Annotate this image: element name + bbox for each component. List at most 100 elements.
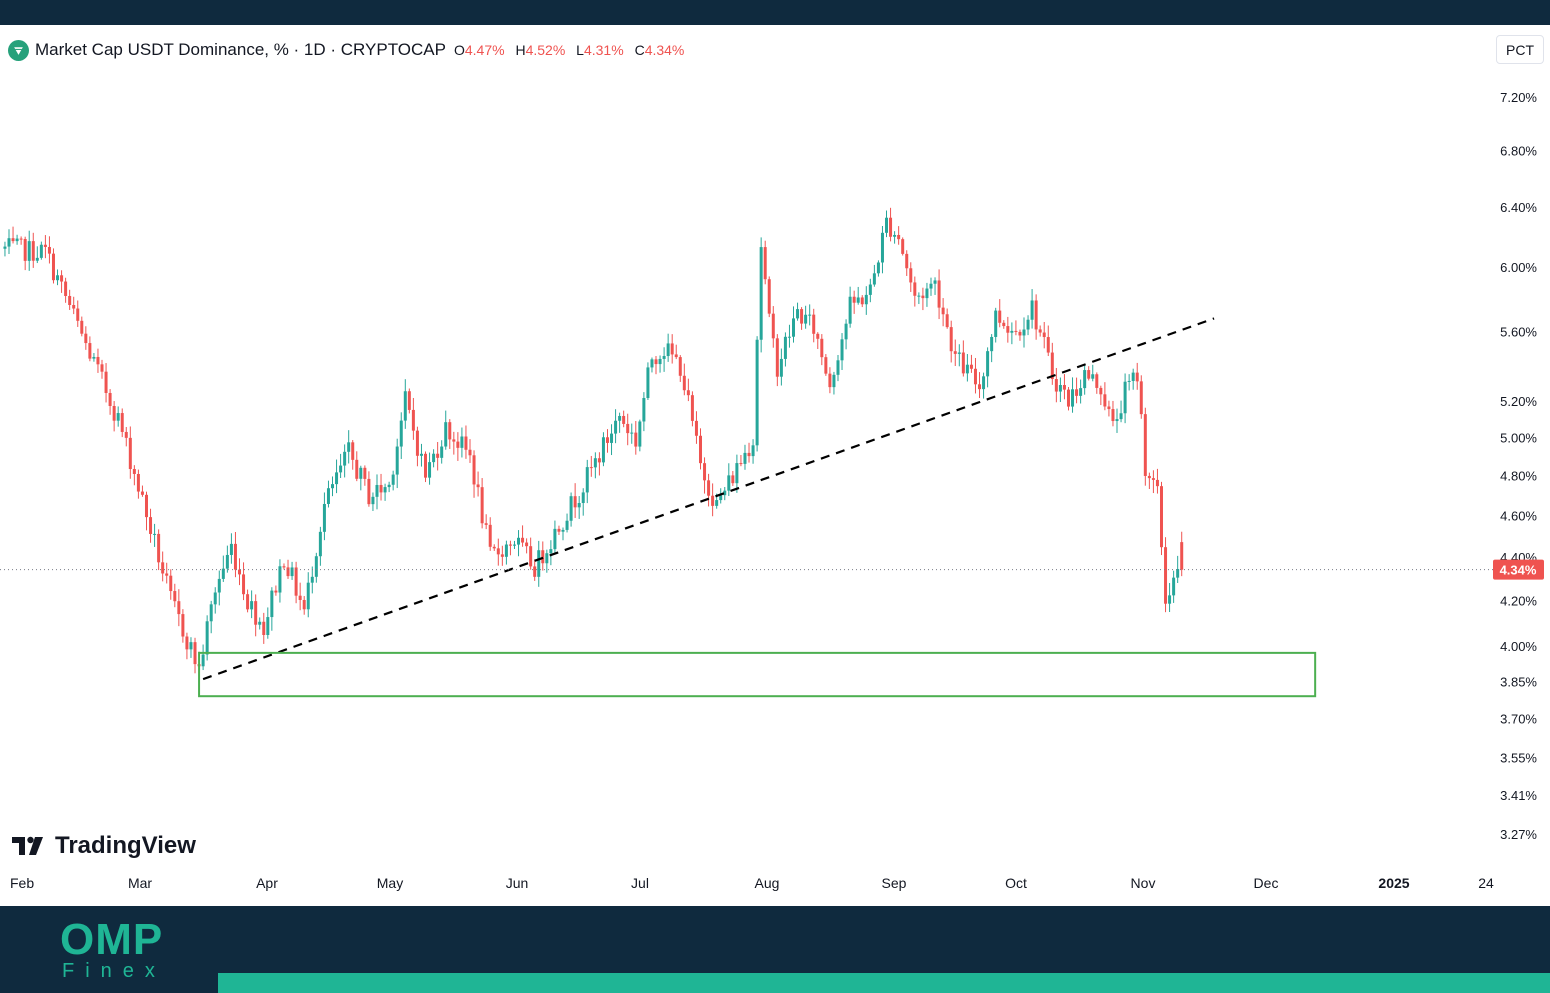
candle-body <box>787 336 791 338</box>
candle-body <box>585 467 589 493</box>
x-tick-label: Mar <box>128 875 152 891</box>
candle-body <box>480 487 484 524</box>
candle-body <box>856 297 860 303</box>
candle-body <box>638 421 642 447</box>
candle-body <box>149 517 153 534</box>
candle-body <box>545 553 549 564</box>
candle-body <box>986 351 990 377</box>
candle-body <box>1071 389 1075 407</box>
candle-body <box>1147 475 1151 479</box>
candle-body <box>100 364 104 372</box>
candle-body <box>500 554 504 557</box>
candle-body <box>448 422 452 440</box>
candle-body <box>1127 380 1131 382</box>
candle-body <box>694 420 698 436</box>
y-tick-label: 3.41% <box>1500 788 1537 803</box>
candle-body <box>379 484 383 493</box>
candle-body <box>1135 372 1139 382</box>
candle-body <box>601 437 605 463</box>
candle-body <box>415 430 419 456</box>
low-label: L <box>576 42 584 58</box>
candle-body <box>1131 372 1135 381</box>
candle-body <box>767 279 771 314</box>
candle-body <box>933 280 937 284</box>
scale-mode-button[interactable]: PCT <box>1496 35 1544 64</box>
y-tick-label: 5.60% <box>1500 325 1537 340</box>
candle-body <box>557 528 561 532</box>
x-tick-label: Aug <box>755 875 780 891</box>
candle-body <box>917 295 921 297</box>
candle-body <box>978 384 982 390</box>
candle-body <box>237 569 241 575</box>
candle-body <box>213 592 217 605</box>
candle-body <box>953 351 957 354</box>
candle-body <box>363 467 367 479</box>
candle-body <box>1164 547 1168 604</box>
candle-body <box>512 544 516 546</box>
candle-body <box>351 442 355 460</box>
candle-body <box>994 310 998 337</box>
candle-body <box>1058 385 1062 392</box>
candle-body <box>39 244 43 258</box>
candle-body <box>711 495 715 506</box>
candle-body <box>84 333 88 344</box>
candle-body <box>650 359 654 368</box>
candle-body <box>622 415 626 424</box>
symbol-title[interactable]: Market Cap USDT Dominance, % · 1D · CRYP… <box>35 40 446 59</box>
candle-body <box>290 567 294 577</box>
candle-body <box>1119 413 1123 420</box>
candle-body <box>43 244 47 247</box>
candle-body <box>816 333 820 339</box>
y-tick-label: 3.85% <box>1500 675 1537 690</box>
candle-body <box>678 357 682 376</box>
candle-body <box>719 495 723 501</box>
candle-body <box>80 320 84 334</box>
price-chart[interactable]: 7.20% 6.80% 6.40% 6.00% 5.60% 5.20% 5.00% 4.80%… <box>0 0 1550 906</box>
candle-body <box>569 496 573 521</box>
candle-body <box>270 590 274 618</box>
candle-body <box>262 621 266 635</box>
candle-body <box>533 566 537 577</box>
candle-body <box>852 296 856 303</box>
candle-body <box>1091 374 1095 379</box>
x-tick-label: Sep <box>882 875 907 891</box>
candle-body <box>731 475 735 484</box>
candle-body <box>88 343 92 359</box>
x-tick-label: Jul <box>631 875 649 891</box>
candles <box>3 207 1184 679</box>
candle-body <box>1143 414 1147 476</box>
candle-body <box>961 352 965 374</box>
x-tick-label: May <box>377 875 403 891</box>
y-tick-label: 3.70% <box>1500 712 1537 727</box>
candle-body <box>577 503 581 508</box>
candle-body <box>905 253 909 269</box>
candle-body <box>937 280 941 308</box>
candle-body <box>517 537 521 545</box>
candle-body <box>488 524 492 547</box>
candle-body <box>124 431 128 438</box>
candle-body <box>383 487 387 493</box>
candle-body <box>743 452 747 464</box>
candle-body <box>998 310 1002 323</box>
y-tick-label: 4.80% <box>1500 469 1537 484</box>
candle-body <box>278 566 282 593</box>
candle-body <box>723 490 727 496</box>
candle-body <box>686 390 690 396</box>
candle-body <box>3 246 7 249</box>
candle-body <box>266 617 270 635</box>
candle-body <box>703 463 707 481</box>
candle-body <box>982 376 986 390</box>
candle-body <box>76 308 80 321</box>
candle-body <box>597 458 601 463</box>
candle-body <box>525 542 529 547</box>
high-label: H <box>515 42 526 58</box>
candle-body <box>925 288 929 299</box>
footer-accent-stripe <box>218 973 1550 993</box>
candle-body <box>1168 595 1172 604</box>
candle-body <box>411 409 415 431</box>
candle-body <box>537 550 541 577</box>
candle-body <box>1139 381 1143 415</box>
candle-body <box>828 373 832 388</box>
candle-body <box>1107 406 1111 410</box>
y-tick-label: 6.00% <box>1500 260 1537 275</box>
